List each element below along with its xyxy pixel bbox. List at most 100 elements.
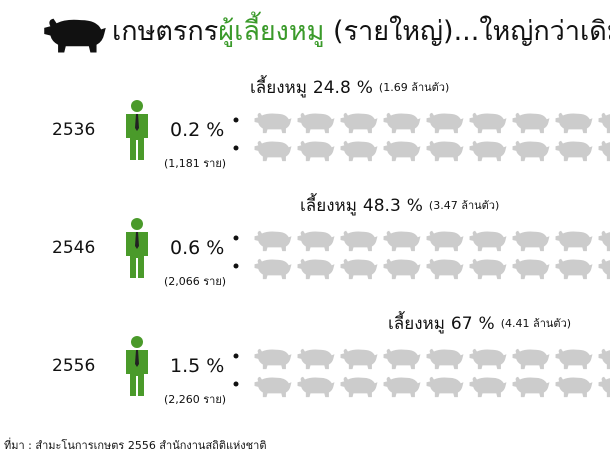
farmer-icon [126,336,148,396]
bullet [234,146,239,151]
pig-empty [470,141,507,161]
unit: % [206,355,224,377]
pig-empty [384,113,421,133]
pig-empty [341,141,378,161]
pig-empty [341,259,378,279]
pig-row [255,349,610,369]
pig-empty [255,141,292,161]
farmer-pct-value: 1.5 [170,355,200,377]
pig-empty [513,231,550,251]
pig-pct-value: 48.3 [363,196,401,216]
pig-row [255,113,610,133]
pig-empty [427,113,464,133]
pig-empty [513,377,550,397]
pig-empty [298,377,335,397]
unit: % [206,237,224,259]
pig-empty [556,259,593,279]
pig-label: เลี้ยงหมู 48.3% (3.47 ล้านตัว) [300,193,499,216]
pig-pct-value: 24.8 [313,78,351,98]
pig-empty [427,349,464,369]
pig-empty [427,259,464,279]
farmer-pct-value: 0.2 [170,119,200,141]
unit: % [407,196,423,216]
bullet [234,236,239,241]
pig-empty [556,349,593,369]
title-pig [44,19,106,53]
pig-empty [341,377,378,397]
pig-label-text: เลี้ยงหมู [250,75,307,98]
pig-empty [298,259,335,279]
infographic: เกษตรกรผู้เลี้ยงหมู (รายใหญ่)...ใหญ่กว่า… [0,0,610,450]
pig-empty [298,113,335,133]
pig-count: (1.69 ล้านตัว) [379,81,449,94]
year: 2556 [52,356,95,376]
pig-count: (3.47 ล้านตัว) [429,199,499,212]
pig-empty [599,141,610,161]
pig-empty [427,141,464,161]
year: 2536 [52,120,95,140]
pig-empty [470,113,507,133]
pig-empty [298,349,335,369]
farmer-icon [126,100,148,160]
farmer-count: (2,260 ราย) [164,393,226,406]
pig-empty [599,377,610,397]
year: 2546 [52,238,95,258]
pig-empty [255,113,292,133]
pig-empty [341,349,378,369]
pig-row [255,259,610,279]
pig-empty [513,113,550,133]
bullet [234,264,239,269]
pig-empty [556,141,593,161]
pig-label: เลี้ยงหมู 67% (4.41 ล้านตัว) [388,311,571,334]
pig-empty [384,259,421,279]
pig-empty [470,349,507,369]
pig-count: (4.41 ล้านตัว) [501,317,571,330]
pig-empty [599,349,610,369]
pig-empty [599,231,610,251]
farmer-pct: 0.2% [170,119,224,141]
pig-empty [513,349,550,369]
pig-empty [556,377,593,397]
pig-empty [298,141,335,161]
farmer-icon [126,218,148,278]
farmer-head [131,100,143,112]
pig-empty [556,113,593,133]
title: เกษตรกรผู้เลี้ยงหมู (รายใหญ่)...ใหญ่กว่า… [112,11,610,47]
pig-empty [470,377,507,397]
pig-pct-value: 67 [451,314,473,334]
pig-label-text: เลี้ยงหมู [300,193,357,216]
pig-empty [470,259,507,279]
pig-empty [599,259,610,279]
bullet [234,354,239,359]
farmer-count: (1,181 ราย) [164,157,226,170]
unit: % [357,78,373,98]
pig-empty [341,231,378,251]
farmer-pct-value: 0.6 [170,237,200,259]
pig-row [255,377,610,397]
pig-empty [255,377,292,397]
pig-label: เลี้ยงหมู 24.8% (1.69 ล้านตัว) [250,75,449,98]
pig-empty [427,231,464,251]
pig-empty [599,113,610,133]
pig-empty [298,231,335,251]
pig-row [255,141,610,161]
pig-empty [513,141,550,161]
unit: % [479,314,495,334]
farmer-count: (2,066 ราย) [164,275,226,288]
pig-label-text: เลี้ยงหมู [388,311,445,334]
farmer-pct: 1.5% [170,355,224,377]
farmer-pct: 0.6% [170,237,224,259]
farmer-head [131,336,143,348]
pig-empty [255,259,292,279]
pig-empty [384,141,421,161]
pig-empty [513,259,550,279]
pig-empty [384,231,421,251]
pig-empty [556,231,593,251]
bullet [234,118,239,123]
pig-empty [470,231,507,251]
farmer-head [131,218,143,230]
pig-row [255,231,610,251]
pig-empty [384,349,421,369]
source: ที่มา : สำมะโนการเกษตร 2556 สำนักงานสถิต… [4,437,266,450]
unit: % [206,119,224,141]
